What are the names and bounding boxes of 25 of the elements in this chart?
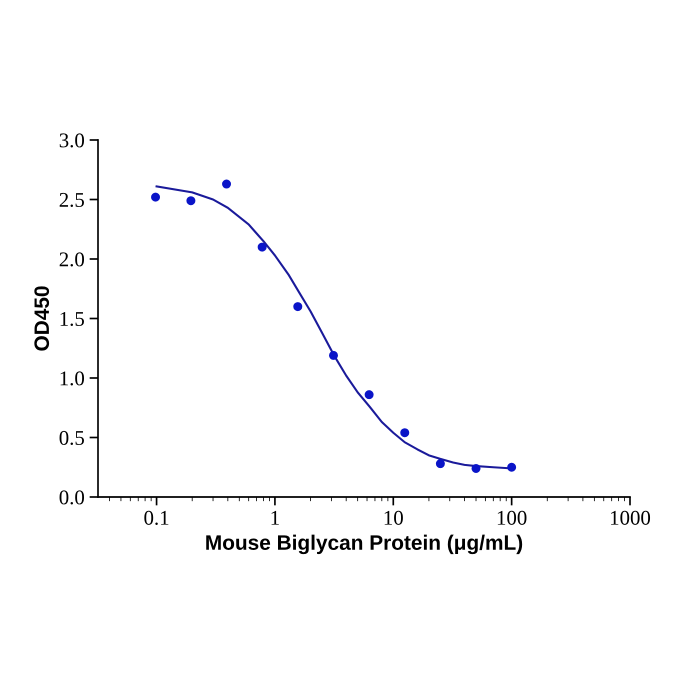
point <box>400 428 410 438</box>
point <box>186 196 196 206</box>
point <box>151 192 160 202</box>
point <box>222 180 232 189</box>
x-tick-label: 10 <box>384 510 403 525</box>
y-axis-title: OD450 <box>34 286 50 351</box>
y-tick-label: 2.0 <box>60 252 84 267</box>
y-tick-label: 1.0 <box>60 371 84 386</box>
point <box>293 302 302 312</box>
point <box>258 242 267 252</box>
point <box>364 390 374 400</box>
y-tick-label: 1.5 <box>60 312 84 326</box>
point <box>507 462 516 472</box>
point <box>472 464 481 473</box>
x-tick-label: 1000 <box>611 510 650 525</box>
x-axis-title: Mouse Biglycan Protein (μg/mL) <box>206 534 522 554</box>
y-tick-label: 0.5 <box>60 430 84 446</box>
y-tick-label: 0.0 <box>60 490 84 505</box>
point <box>436 459 445 468</box>
y-tick-label: 3.0 <box>60 133 84 148</box>
y-tick-label: 2.5 <box>60 192 84 208</box>
x-tick-label: 100 <box>498 510 526 525</box>
x-tick-label: 1 <box>272 510 279 525</box>
x-tick-label: 0.1 <box>144 510 168 525</box>
point <box>328 350 338 360</box>
